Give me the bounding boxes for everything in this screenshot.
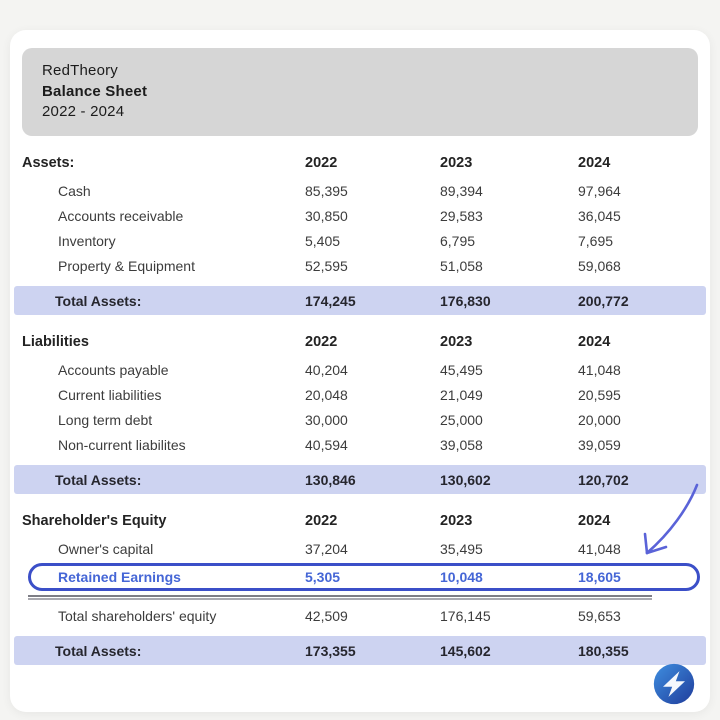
row-value: 85,395 bbox=[305, 182, 348, 199]
row-label: Cash bbox=[58, 182, 91, 199]
total-value: 120,702 bbox=[578, 471, 629, 488]
total-value: 130,846 bbox=[305, 471, 356, 488]
row-value: 36,045 bbox=[578, 207, 621, 224]
table-row: Owner's capital 37,204 35,495 41,048 bbox=[10, 536, 710, 561]
section-title: Liabilities bbox=[22, 334, 89, 350]
table-row: Total shareholders' equity 42,509 176,145 5… bbox=[10, 603, 710, 628]
row-value: 89,394 bbox=[440, 182, 483, 199]
balance-sheet-table: Assets: 2022 2023 2024 Cash 85,395 89,394 97,96… bbox=[10, 148, 710, 665]
year-header: 2024 bbox=[578, 334, 611, 350]
total-value: 130,602 bbox=[440, 471, 491, 488]
row-value: 25,000 bbox=[440, 411, 483, 428]
row-value: 97,964 bbox=[578, 182, 621, 199]
company-name: RedTheory bbox=[42, 62, 119, 79]
total-value: 173,355 bbox=[305, 642, 356, 659]
row-label: Non-current liabilites bbox=[58, 436, 186, 453]
total-value: 200,772 bbox=[578, 292, 629, 309]
total-value: 180,355 bbox=[578, 642, 629, 659]
section-title: Assets: bbox=[22, 155, 75, 171]
section-header-row: Assets: 2022 2023 2024 bbox=[10, 148, 710, 178]
row-label: Retained Earnings bbox=[58, 569, 181, 585]
row-value: 21,049 bbox=[440, 386, 483, 403]
total-label: Total Assets: bbox=[55, 292, 142, 309]
row-value: 41,048 bbox=[578, 540, 621, 557]
row-label: Property & Equipment bbox=[58, 257, 195, 274]
row-value: 59,068 bbox=[578, 257, 621, 274]
row-value: 5,405 bbox=[305, 232, 341, 249]
total-value: 174,245 bbox=[305, 292, 356, 309]
year-header: 2024 bbox=[578, 155, 611, 171]
row-value: 176,145 bbox=[440, 607, 491, 624]
total-row: Total Assets: 173,355 145,602 180,355 bbox=[14, 636, 706, 665]
year-header: 2023 bbox=[440, 334, 473, 350]
row-label: Owner's capital bbox=[58, 540, 154, 557]
table-row: Inventory 5,405 6,795 7,695 bbox=[10, 228, 710, 253]
row-label: Accounts receivable bbox=[58, 207, 184, 224]
company-logo-icon bbox=[653, 663, 695, 705]
row-value: 30,000 bbox=[305, 411, 348, 428]
row-value: 35,495 bbox=[440, 540, 483, 557]
row-label: Total shareholders' equity bbox=[58, 607, 217, 624]
document-header: RedTheory Balance Sheet 2022 - 2024 bbox=[22, 48, 698, 136]
row-value: 40,204 bbox=[305, 361, 348, 378]
total-row: Total Assets: 174,245 176,830 200,772 bbox=[14, 286, 706, 315]
row-value: 20,000 bbox=[578, 411, 621, 428]
period-label: 2022 - 2024 bbox=[42, 103, 125, 120]
row-value: 7,695 bbox=[578, 232, 614, 249]
row-value: 29,583 bbox=[440, 207, 483, 224]
row-value: 18,605 bbox=[578, 569, 621, 585]
document-title: Balance Sheet bbox=[42, 82, 148, 100]
row-value: 10,048 bbox=[440, 569, 483, 585]
row-value: 30,850 bbox=[305, 207, 348, 224]
row-value: 51,058 bbox=[440, 257, 483, 274]
row-value: 39,058 bbox=[440, 436, 483, 453]
row-value: 40,594 bbox=[305, 436, 348, 453]
balance-sheet-card: RedTheory Balance Sheet 2022 - 2024 Asse… bbox=[10, 30, 710, 712]
row-value: 52,595 bbox=[305, 257, 348, 274]
row-value: 20,048 bbox=[305, 386, 348, 403]
table-row: Cash 85,395 89,394 97,964 bbox=[10, 178, 710, 203]
table-row: Long term debt 30,000 25,000 20,000 bbox=[10, 407, 710, 432]
year-header: 2024 bbox=[578, 513, 611, 529]
row-value: 39,059 bbox=[578, 436, 621, 453]
row-value: 6,795 bbox=[440, 232, 476, 249]
table-row: Accounts receivable 30,850 29,583 36,045 bbox=[10, 203, 710, 228]
year-header: 2022 bbox=[305, 513, 338, 529]
row-label: Inventory bbox=[58, 232, 116, 249]
section-header-row: Liabilities 2022 2023 2024 bbox=[10, 327, 710, 357]
row-value: 42,509 bbox=[305, 607, 348, 624]
table-row: Property & Equipment 52,595 51,058 59,068 bbox=[10, 253, 710, 278]
year-header: 2022 bbox=[305, 334, 338, 350]
table-row: Accounts payable 40,204 45,495 41,048 bbox=[10, 357, 710, 382]
total-label: Total Assets: bbox=[55, 642, 142, 659]
total-label: Total Assets: bbox=[55, 471, 142, 488]
total-value: 176,830 bbox=[440, 292, 491, 309]
row-label: Accounts payable bbox=[58, 361, 169, 378]
row-value: 5,305 bbox=[305, 569, 341, 585]
retained-earnings-row: Retained Earnings 5,305 10,048 18,605 bbox=[28, 563, 700, 591]
total-value: 145,602 bbox=[440, 642, 491, 659]
total-row: Total Assets: 130,846 130,602 120,702 bbox=[14, 465, 706, 494]
table-row: Non-current liabilites 40,594 39,058 39,059 bbox=[10, 432, 710, 457]
row-label: Current liabilities bbox=[58, 386, 162, 403]
row-value: 59,653 bbox=[578, 607, 621, 624]
year-header: 2023 bbox=[440, 155, 473, 171]
row-value: 41,048 bbox=[578, 361, 621, 378]
row-value: 20,595 bbox=[578, 386, 621, 403]
row-value: 37,204 bbox=[305, 540, 348, 557]
section-title: Shareholder's Equity bbox=[22, 513, 167, 529]
section-header-row: Shareholder's Equity 2022 2023 2024 bbox=[10, 506, 710, 536]
year-header: 2023 bbox=[440, 513, 473, 529]
table-row: Current liabilities 20,048 21,049 20,595 bbox=[10, 382, 710, 407]
double-underline-divider bbox=[28, 595, 652, 600]
year-header: 2022 bbox=[305, 155, 338, 171]
row-label: Long term debt bbox=[58, 411, 153, 428]
row-value: 45,495 bbox=[440, 361, 483, 378]
